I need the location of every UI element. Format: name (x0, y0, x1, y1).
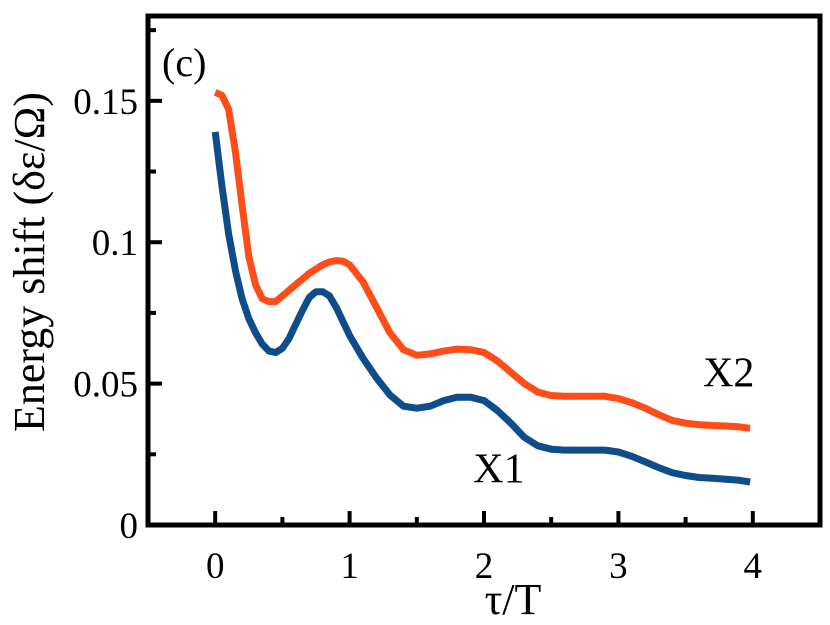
series-layer (211, 89, 751, 486)
x-tick-label: 1 (340, 546, 359, 587)
panel-label: (c) (162, 40, 206, 85)
y-tick-label: 0.05 (73, 365, 138, 406)
y-tick-label: 0.1 (92, 223, 138, 264)
plot-frame (145, 13, 823, 528)
x-tick-label: 2 (475, 546, 494, 587)
y-tick-label: 0 (120, 506, 139, 547)
tick-labels-layer: 0 1 2 3 4 0 0.05 0.1 0.15 (73, 82, 762, 587)
series-label-x2: X2 (703, 350, 754, 396)
x-tick-label: 3 (609, 546, 628, 587)
y-tick-label: 0.15 (73, 82, 138, 123)
y-axis-title: Energy shift (δε/Ω) (5, 92, 54, 432)
series-line-x2 (213, 89, 751, 432)
series-line-x1 (211, 131, 751, 486)
x-tick-label: 4 (744, 546, 763, 587)
series-label-x1: X1 (473, 447, 524, 493)
x-tick-label: 0 (206, 546, 225, 587)
series-labels-layer: X2 X1 (473, 350, 754, 492)
x-axis-title: τ/T (485, 575, 542, 624)
